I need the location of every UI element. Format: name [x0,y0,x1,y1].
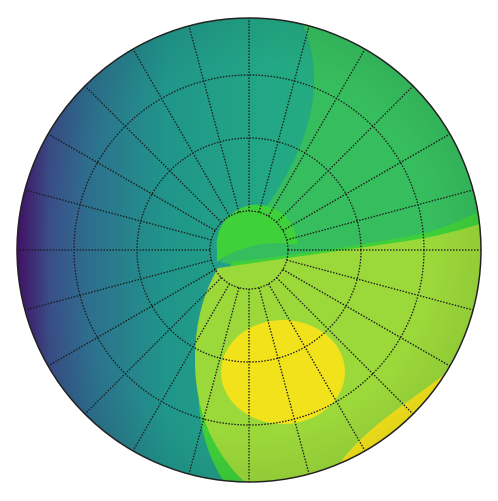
grid-spoke [276,85,414,223]
grid-spoke [84,85,222,223]
grid-spoke [47,268,216,367]
grid-spoke [282,268,451,367]
grid-spoke [188,25,240,213]
grid-spoke [84,277,222,415]
grid-spoke [258,287,310,475]
grid-spoke [282,133,451,232]
grid-spoke [24,189,212,241]
grid-spoke [286,189,474,241]
grid-spoke [47,133,216,232]
grid-spoke [188,287,240,475]
grid-spoke [286,259,474,311]
grid-spoke [267,283,366,452]
grid-spoke [258,25,310,213]
grid-spoke [24,259,212,311]
polar-grid [17,18,481,482]
grid-spoke [276,277,414,415]
grid-spoke [132,283,231,452]
grid-spoke [132,48,231,217]
outer-border [16,17,482,483]
grid-spoke [267,48,366,217]
